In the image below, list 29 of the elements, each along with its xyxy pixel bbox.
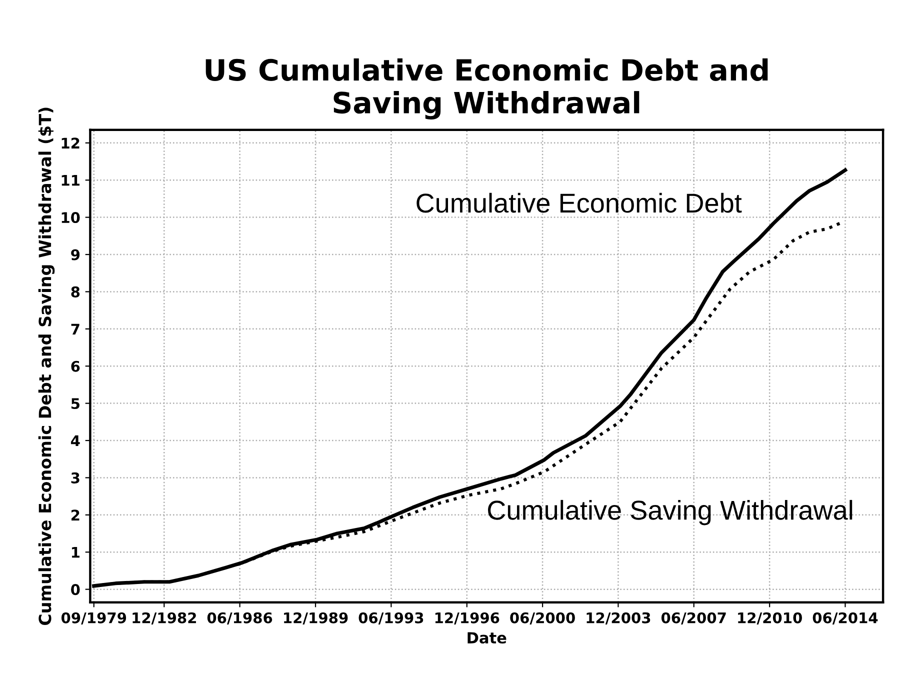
x-tick-label: 06/2014 xyxy=(812,612,878,624)
y-tick-label: 6 xyxy=(71,360,80,372)
x-tick-label: 12/1982 xyxy=(132,612,196,624)
x-tick-label: 06/2007 xyxy=(661,612,726,624)
chart-title: US Cumulative Economic Debt and Saving Withdrawal xyxy=(206,58,768,120)
y-tick-label: 5 xyxy=(71,398,80,410)
y-tick-label: 1 xyxy=(72,547,80,558)
series-label: Cumulative Saving Withdrawal xyxy=(488,500,852,526)
x-tick-label: 12/1989 xyxy=(284,612,348,624)
x-tick-label: 12/2010 xyxy=(738,612,802,624)
y-tick-label: 12 xyxy=(62,138,80,148)
series-label: Cumulative Economic Debt xyxy=(416,192,742,213)
x-tick-label: 06/1993 xyxy=(358,612,424,624)
x-tick-label: 09/1979 xyxy=(61,612,126,624)
y-tick-label: 3 xyxy=(71,472,80,484)
y-tick-label: 4 xyxy=(70,435,80,446)
y-tick-label: 0 xyxy=(71,584,80,596)
y-tick-label: 11 xyxy=(62,175,80,186)
y-tick-label: 8 xyxy=(71,286,80,298)
x-tick-label: 06/1986 xyxy=(207,612,272,624)
x-tick-label: 12/2003 xyxy=(586,612,650,624)
y-tick-label: 10 xyxy=(62,212,80,224)
y-tick-label: 7 xyxy=(71,324,80,334)
y-tick-label: 9 xyxy=(71,249,80,260)
y-tick-label: 2 xyxy=(71,510,80,520)
x-axis-title: Date xyxy=(468,632,506,644)
x-tick-label: 06/2000 xyxy=(510,612,575,624)
x-tick-label: 12/1996 xyxy=(435,612,500,624)
y-axis-title: Cumulative Economic Debt and Saving Withdrawal ($T) xyxy=(38,108,55,626)
